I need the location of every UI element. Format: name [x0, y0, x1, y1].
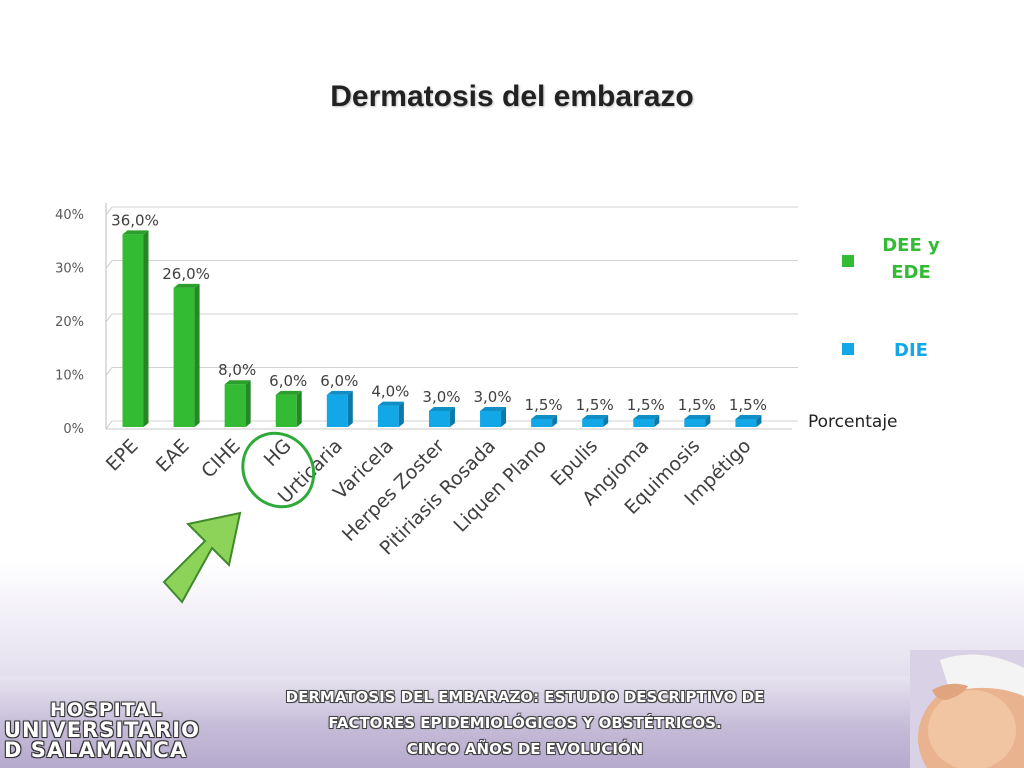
bar-side-12: [756, 414, 762, 427]
legend-label-0: DEE y: [882, 235, 940, 256]
bar-top-8: [531, 414, 558, 419]
data-label-9: 1,5%: [576, 396, 614, 414]
bar-side-7: [501, 406, 507, 427]
y-tick-label: 10%: [55, 369, 84, 384]
logo-line-1: HOSPITAL: [50, 699, 164, 721]
data-label-4: 6,0%: [320, 372, 358, 390]
bar-11: [684, 418, 706, 427]
bar-9: [582, 418, 604, 427]
bar-top-1: [173, 283, 200, 288]
y-tick-label: 40%: [55, 208, 84, 223]
hospital-logo: HOSPITAL UNIVERSITARIO D SALAMANCA: [4, 699, 254, 762]
pregnant-belly-photo: [910, 650, 1024, 768]
gridline-depth: [105, 313, 113, 323]
footer-line-2: FACTORES EPIDEMIOLÓGICOS Y OBSTÉTRICOS.: [328, 714, 722, 732]
bar-6: [428, 410, 450, 427]
bar-side-8: [552, 414, 558, 427]
bar-7: [480, 410, 502, 427]
bar-side-6: [449, 406, 455, 427]
gridline-depth: [105, 260, 113, 269]
legend-swatch-0: [842, 255, 854, 267]
bar-top-4: [326, 390, 353, 395]
y-tick-label: 20%: [55, 315, 84, 330]
bar-3: [275, 394, 297, 427]
bar-side-5: [398, 401, 404, 427]
bar-side-10: [654, 414, 660, 427]
data-label-1: 26,0%: [162, 265, 210, 283]
logo-line-3: D SALAMANCA: [4, 738, 188, 762]
bar-2: [224, 384, 246, 427]
gridline-depth: [105, 367, 113, 376]
footer-band: [0, 676, 1024, 768]
footer-caption: DERMATOSIS DEL EMBARAZO: ESTUDIO DESCRIP…: [250, 684, 800, 762]
slide-title: Dermatosis del embarazo: [330, 80, 694, 113]
legend-label-0: EDE: [891, 262, 931, 283]
bar-side-0: [143, 230, 149, 427]
gridline-depth: [105, 420, 113, 430]
bar-top-6: [428, 406, 455, 411]
bar-1: [173, 287, 195, 427]
bar-side-1: [194, 283, 200, 427]
legend-swatch-1: [842, 343, 854, 355]
data-label-7: 3,0%: [473, 388, 511, 406]
data-label-3: 6,0%: [269, 372, 307, 390]
category-label-3: HG: [260, 435, 296, 471]
bars-layer: [122, 230, 762, 427]
bar-8: [531, 418, 553, 427]
data-label-10: 1,5%: [627, 396, 665, 414]
pointer-arrow: [162, 511, 242, 604]
legend-label-1: DIE: [894, 340, 928, 361]
bar-12: [735, 418, 757, 427]
data-label-8: 1,5%: [525, 396, 563, 414]
bar-top-10: [633, 414, 660, 419]
y-tick-label: 0%: [63, 422, 84, 437]
bar-4: [326, 394, 348, 427]
category-label-2: CIHE: [197, 435, 244, 482]
bar-side-4: [347, 390, 353, 427]
y-tick-label: 30%: [55, 262, 84, 277]
bar-top-5: [377, 401, 404, 406]
gridline-depth: [105, 206, 113, 216]
category-label-1: EAE: [152, 435, 194, 477]
bar-side-11: [705, 414, 711, 427]
bar-10: [633, 418, 655, 427]
bar-top-12: [735, 414, 762, 419]
data-label-5: 4,0%: [371, 383, 409, 401]
data-label-0: 36,0%: [111, 211, 159, 229]
bar-top-9: [582, 414, 609, 419]
bar-0: [122, 234, 144, 427]
bar-top-7: [480, 406, 507, 411]
highlight-circle: [241, 431, 316, 509]
bar-top-2: [224, 380, 251, 385]
data-label-6: 3,0%: [422, 388, 460, 406]
footer-line-3: CINCO AÑOS DE EVOLUCIÓN: [406, 740, 644, 758]
data-label-2: 8,0%: [218, 361, 256, 379]
series-name-label: Porcentaje: [808, 412, 898, 432]
annotation-layer: [162, 431, 316, 604]
bar-5: [377, 405, 399, 427]
bar-top-0: [122, 230, 149, 235]
bar-side-9: [603, 414, 609, 427]
data-label-12: 1,5%: [729, 396, 767, 414]
category-label-0: EPE: [102, 435, 143, 476]
bar-side-3: [296, 390, 302, 427]
bar-side-2: [245, 380, 251, 427]
logo-line-2: UNIVERSITARIO: [4, 718, 200, 742]
bar-top-3: [275, 390, 302, 395]
footer-line-1: DERMATOSIS DEL EMBARAZO: ESTUDIO DESCRIP…: [285, 688, 765, 706]
data-label-11: 1,5%: [678, 396, 716, 414]
bar-top-11: [684, 414, 711, 419]
